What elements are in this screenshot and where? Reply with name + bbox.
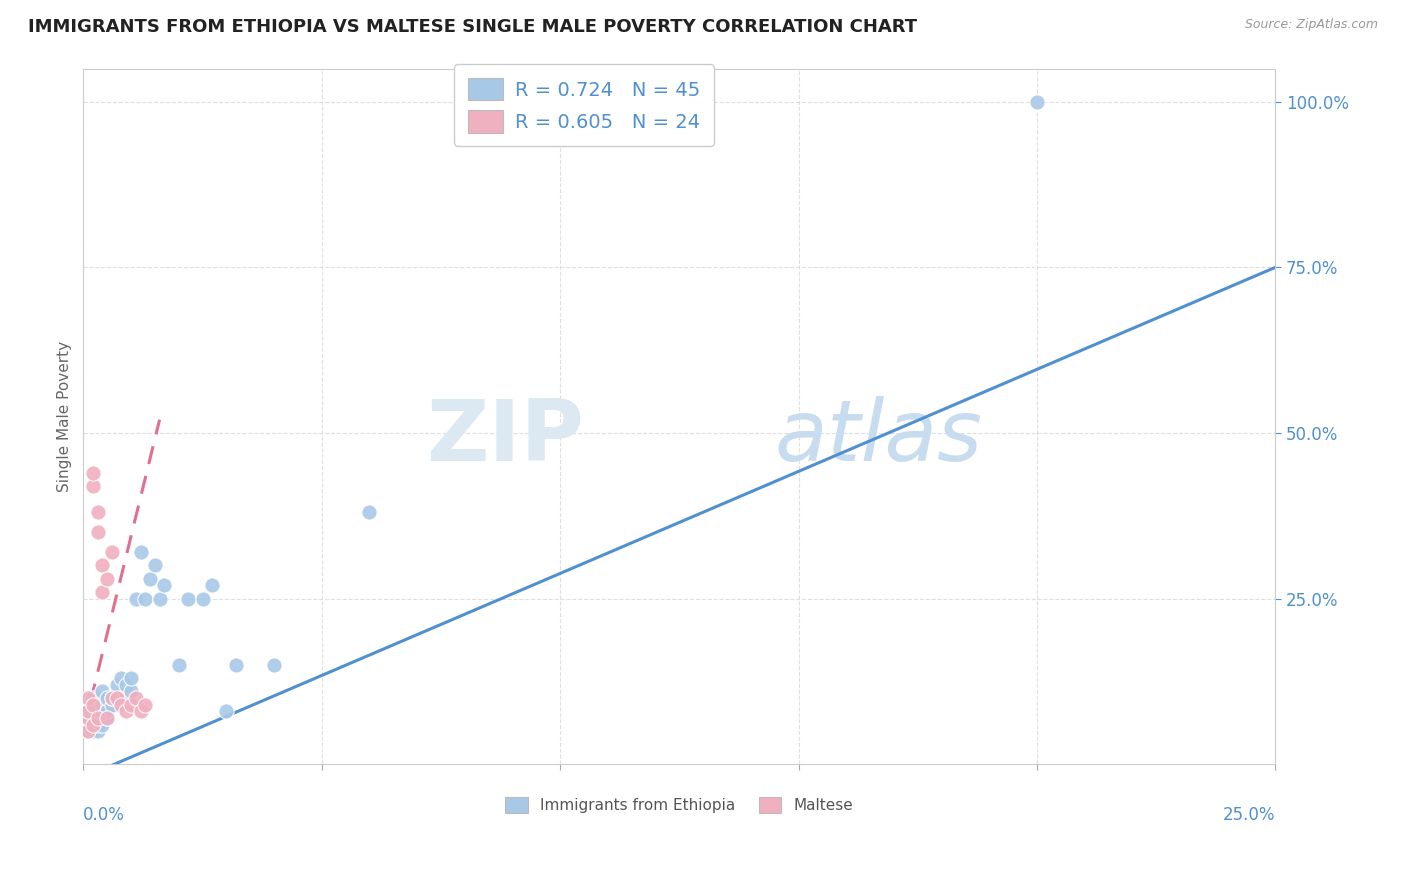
- Point: [167, 657, 190, 672]
- Point: [82, 717, 104, 731]
- Text: 0.0%: 0.0%: [83, 806, 125, 824]
- Point: [1026, 95, 1049, 109]
- Point: [101, 545, 124, 559]
- Point: [77, 717, 100, 731]
- Point: [105, 691, 128, 706]
- Point: [120, 684, 142, 698]
- Point: [91, 684, 114, 698]
- Point: [86, 704, 108, 718]
- Point: [143, 558, 166, 573]
- Point: [82, 698, 104, 712]
- Text: IMMIGRANTS FROM ETHIOPIA VS MALTESE SINGLE MALE POVERTY CORRELATION CHART: IMMIGRANTS FROM ETHIOPIA VS MALTESE SING…: [28, 18, 917, 36]
- Point: [110, 691, 132, 706]
- Point: [86, 506, 108, 520]
- Point: [77, 711, 100, 725]
- Point: [139, 572, 162, 586]
- Point: [110, 698, 132, 712]
- Point: [263, 657, 285, 672]
- Y-axis label: Single Male Poverty: Single Male Poverty: [58, 341, 72, 492]
- Point: [82, 466, 104, 480]
- Point: [91, 717, 114, 731]
- Point: [86, 525, 108, 540]
- Point: [153, 578, 176, 592]
- Point: [77, 724, 100, 739]
- Point: [134, 698, 156, 712]
- Point: [191, 591, 214, 606]
- Point: [77, 724, 100, 739]
- Point: [177, 591, 200, 606]
- Point: [91, 585, 114, 599]
- Point: [101, 691, 124, 706]
- Point: [77, 704, 100, 718]
- Point: [86, 724, 108, 739]
- Point: [101, 691, 124, 706]
- Point: [91, 698, 114, 712]
- Point: [91, 558, 114, 573]
- Point: [149, 591, 172, 606]
- Point: [105, 691, 128, 706]
- Point: [96, 711, 118, 725]
- Text: Source: ZipAtlas.com: Source: ZipAtlas.com: [1244, 18, 1378, 31]
- Point: [86, 717, 108, 731]
- Point: [96, 691, 118, 706]
- Point: [129, 545, 152, 559]
- Point: [134, 591, 156, 606]
- Point: [82, 479, 104, 493]
- Point: [125, 691, 148, 706]
- Point: [105, 678, 128, 692]
- Point: [115, 704, 138, 718]
- Point: [82, 724, 104, 739]
- Point: [215, 704, 238, 718]
- Legend: Immigrants from Ethiopia, Maltese: Immigrants from Ethiopia, Maltese: [499, 791, 859, 819]
- Point: [115, 678, 138, 692]
- Point: [110, 671, 132, 685]
- Point: [77, 691, 100, 706]
- Point: [77, 711, 100, 725]
- Point: [225, 657, 247, 672]
- Point: [86, 691, 108, 706]
- Text: 25.0%: 25.0%: [1223, 806, 1275, 824]
- Point: [82, 691, 104, 706]
- Text: ZIP: ZIP: [426, 396, 583, 479]
- Point: [91, 704, 114, 718]
- Point: [86, 711, 108, 725]
- Point: [82, 717, 104, 731]
- Point: [125, 591, 148, 606]
- Point: [101, 698, 124, 712]
- Point: [96, 572, 118, 586]
- Point: [82, 711, 104, 725]
- Point: [120, 671, 142, 685]
- Point: [359, 506, 381, 520]
- Point: [201, 578, 224, 592]
- Point: [96, 704, 118, 718]
- Point: [77, 704, 100, 718]
- Point: [129, 704, 152, 718]
- Point: [120, 698, 142, 712]
- Point: [82, 698, 104, 712]
- Text: atlas: atlas: [775, 396, 983, 479]
- Point: [96, 711, 118, 725]
